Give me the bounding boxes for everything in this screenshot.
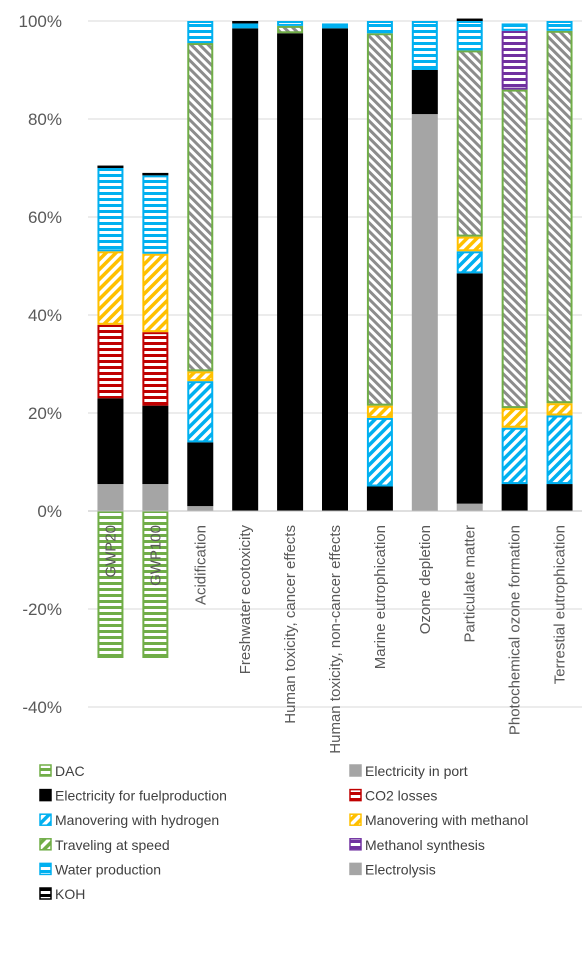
bar-segment-electricity-for-fuelproduction bbox=[546, 484, 573, 511]
bar-segment-water-production bbox=[277, 21, 304, 26]
legend-swatch bbox=[39, 813, 52, 826]
bar-segment-water-production bbox=[97, 168, 124, 252]
bar-segment-traveling-at-speed bbox=[366, 33, 393, 406]
category-label: GWP100 bbox=[147, 525, 164, 586]
bar-segment-electrolysis bbox=[97, 484, 124, 511]
y-tick-label: 40% bbox=[28, 306, 62, 325]
y-tick-label: -40% bbox=[22, 698, 62, 717]
bar-segment-manovering-with-hydrogen bbox=[366, 417, 393, 487]
legend-label: Electricity in port bbox=[365, 763, 468, 779]
y-tick-label: 60% bbox=[28, 208, 62, 227]
legend-swatch bbox=[349, 838, 362, 851]
bar-segment-manovering-with-hydrogen bbox=[546, 415, 573, 485]
bar-segment-manovering-with-hydrogen bbox=[456, 251, 483, 274]
bar-segment-traveling-at-speed bbox=[546, 30, 573, 404]
category-label: GWP20 bbox=[102, 525, 119, 578]
bar-segment-dac bbox=[97, 511, 124, 658]
bar-segment-water-production bbox=[232, 23, 259, 29]
legend-swatch bbox=[349, 788, 362, 802]
bar-segment-electricity-for-fuelproduction bbox=[232, 28, 259, 511]
legend-label: Electrolysis bbox=[365, 861, 436, 877]
legend-label: Water production bbox=[55, 861, 161, 877]
bar-segment-electricity-for-fuelproduction bbox=[322, 28, 348, 511]
bar-segment-manovering-with-methanol bbox=[456, 236, 483, 252]
bar-segment-traveling-at-speed bbox=[277, 25, 304, 34]
legend-swatch bbox=[349, 862, 362, 876]
legend-swatch bbox=[39, 862, 52, 876]
bar-segment-manovering-with-methanol bbox=[142, 253, 169, 333]
bar-segment-traveling-at-speed bbox=[187, 43, 214, 372]
legend-swatch bbox=[39, 887, 52, 900]
category-label: Particulate matter bbox=[462, 525, 479, 643]
bar-segment-water-production bbox=[187, 21, 214, 44]
bar-segment-water-production bbox=[456, 21, 483, 51]
bar-segment-manovering-with-methanol bbox=[366, 405, 393, 418]
bar-segment-electricity-in-port bbox=[411, 114, 438, 511]
bar-segment-electricity-for-fuelproduction bbox=[277, 33, 304, 511]
legend-swatch bbox=[349, 813, 362, 826]
category-label: Human toxicity, cancer effects bbox=[282, 525, 299, 724]
category-label: Freshwater ecotoxicity bbox=[237, 525, 254, 675]
bar-segment-electricity-for-fuelproduction bbox=[187, 442, 214, 507]
y-tick-label: 80% bbox=[28, 110, 62, 129]
y-tick-label: 0% bbox=[37, 502, 62, 521]
bar-segment-manovering-with-hydrogen bbox=[501, 427, 528, 485]
bar-segment-electricity-for-fuelproduction bbox=[366, 486, 393, 511]
bar-segment-manovering-with-methanol bbox=[97, 251, 124, 325]
legend-label: Electricity for fuelproduction bbox=[55, 788, 227, 804]
category-label: Marine eutrophication bbox=[372, 525, 389, 669]
legend-label: Manovering with hydrogen bbox=[55, 812, 219, 828]
bar-segment-electricity-for-fuelproduction bbox=[97, 398, 124, 485]
bar-segment-electricity-for-fuelproduction bbox=[456, 273, 483, 504]
bar-segment-water-production bbox=[501, 23, 528, 31]
bar-segment-manovering-with-methanol bbox=[187, 371, 214, 382]
bar-segment-co2-losses bbox=[142, 332, 169, 406]
legend-label: Manovering with methanol bbox=[365, 812, 528, 828]
legend-label: CO2 losses bbox=[365, 788, 437, 804]
legend-swatch bbox=[349, 764, 362, 777]
y-tick-label: 100% bbox=[19, 12, 62, 31]
bar-segment-water-production bbox=[411, 21, 438, 70]
legend-label: Traveling at speed bbox=[55, 837, 170, 853]
bar-segment-electrolysis bbox=[187, 506, 214, 512]
bar-segment-methanol-synthesis bbox=[501, 30, 528, 90]
bar-segment-water-production bbox=[366, 21, 393, 34]
bar-segment-electrolysis bbox=[456, 503, 483, 511]
bar-segment-water-production bbox=[546, 21, 573, 31]
category-label: Terrestial eutrophication bbox=[552, 525, 569, 684]
bar-segment-electricity-for-fuelproduction bbox=[411, 70, 438, 115]
category-label: Photochemical ozone formation bbox=[507, 525, 524, 735]
legend-swatch bbox=[39, 788, 52, 802]
bar-segment-manovering-with-methanol bbox=[501, 408, 528, 428]
y-tick-label: 20% bbox=[28, 404, 62, 423]
category-label: Acidification bbox=[192, 525, 209, 605]
y-tick-label: -20% bbox=[22, 600, 62, 619]
category-label: Ozone depletion bbox=[417, 525, 434, 634]
bar-segment-manovering-with-methanol bbox=[546, 403, 573, 416]
bar-segment-electricity-for-fuelproduction bbox=[501, 484, 528, 511]
legend-swatch bbox=[39, 764, 52, 777]
legend-label: KOH bbox=[55, 886, 85, 902]
category-label: Human toxicity, non-cancer effects bbox=[327, 525, 344, 754]
bar-segment-electricity-for-fuelproduction bbox=[142, 405, 169, 485]
bar-segment-water-production bbox=[322, 23, 348, 29]
bar-segment-electrolysis bbox=[142, 484, 169, 511]
bar-segment-manovering-with-hydrogen bbox=[187, 381, 214, 443]
bar-segment-water-production bbox=[142, 175, 169, 254]
bar-segment-traveling-at-speed bbox=[501, 89, 528, 409]
legend-label: DAC bbox=[55, 763, 85, 779]
bar-segment-traveling-at-speed bbox=[456, 50, 483, 237]
legend-swatch bbox=[39, 838, 52, 851]
bar-segment-co2-losses bbox=[97, 324, 124, 399]
bar-segment-dac bbox=[142, 511, 169, 658]
legend-label: Methanol synthesis bbox=[365, 837, 485, 853]
